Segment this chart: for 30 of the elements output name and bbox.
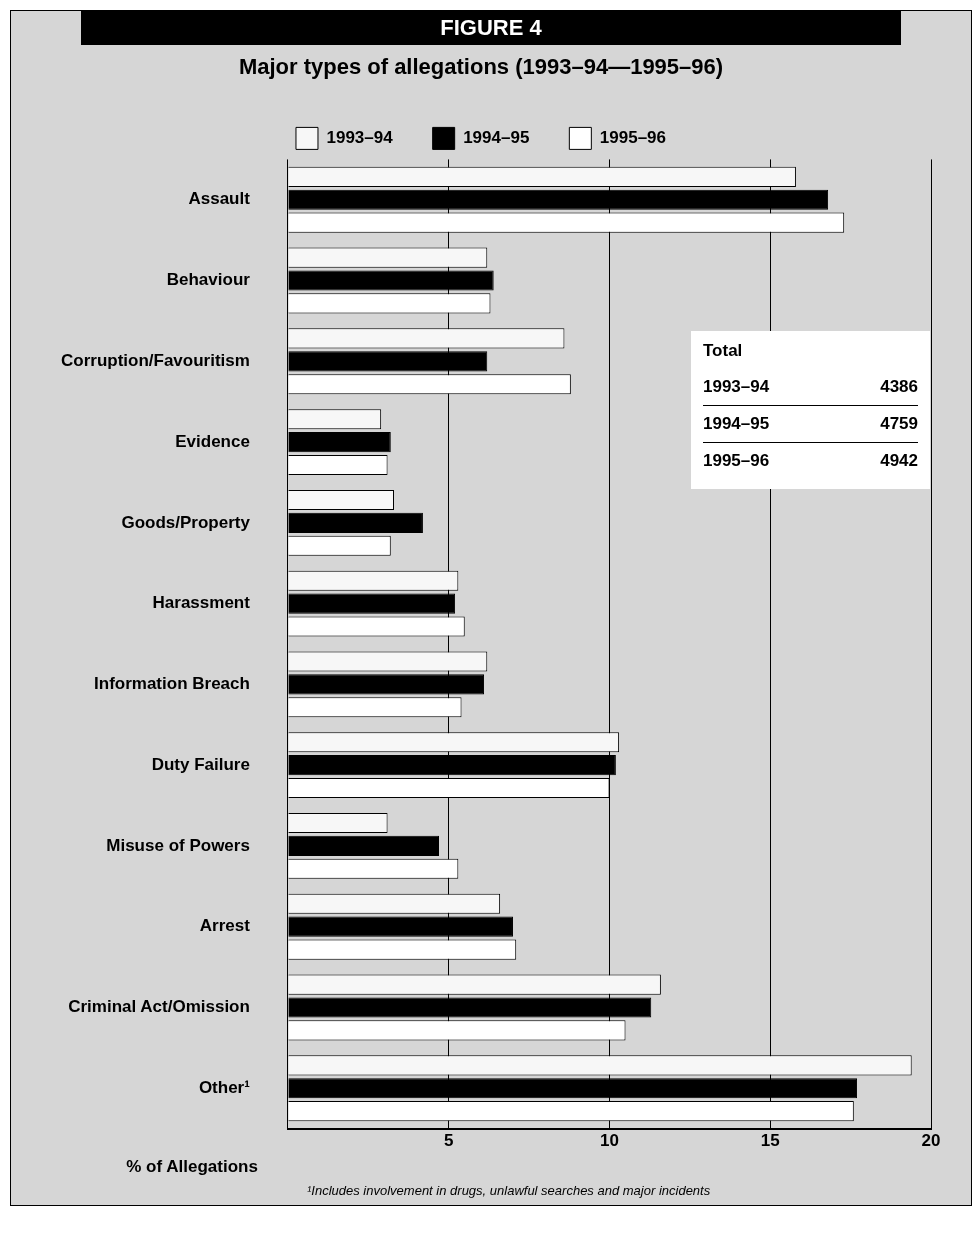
y-tick-label: Duty Failure <box>151 754 250 774</box>
y-tick-label: Criminal Act/Omission <box>68 997 250 1017</box>
annotation: 4759 <box>880 414 918 434</box>
x-axis-title: % of Allegations <box>126 1156 258 1176</box>
annotation: Total <box>703 341 744 362</box>
legend-label: 1995–96 <box>599 128 667 148</box>
annotation: 1993–94 <box>703 377 770 397</box>
y-tick-label: Behaviour <box>166 270 251 290</box>
y-tick-label: Arrest <box>199 916 251 936</box>
y-tick-label: Assault <box>188 189 251 209</box>
legend-label: 1994–95 <box>463 128 530 148</box>
x-tick-label: 10 <box>599 1131 619 1151</box>
x-tick-label: 15 <box>760 1131 780 1151</box>
x-tick-label: 5 <box>443 1131 454 1151</box>
y-tick-label: Harassment <box>152 593 251 613</box>
annotation: 4386 <box>880 377 918 397</box>
y-tick-label: Misuse of Powers <box>106 835 250 855</box>
annotation: 4942 <box>880 451 918 471</box>
y-tick-label: Other¹ <box>198 1077 251 1097</box>
y-tick-label: Evidence <box>175 431 250 451</box>
chart-title: FIGURE 4 <box>81 11 901 45</box>
annotation: 1994–95 <box>703 414 770 434</box>
y-tick-label: Corruption/Favouritism <box>60 351 250 370</box>
y-tick-label: Information Breach <box>94 674 250 694</box>
y-tick-label: Goods/Property <box>121 512 251 532</box>
chart-subtitle: Major types of allegations (1993–94—1995–96) <box>238 54 724 80</box>
legend-label: 1993–94 <box>326 128 394 148</box>
text: ¹Includes involvement in drugs, unlawful searches and major incidents <box>307 1183 711 1198</box>
x-tick-label: 20 <box>921 1131 941 1151</box>
annotation: 1995–96 <box>703 451 770 471</box>
